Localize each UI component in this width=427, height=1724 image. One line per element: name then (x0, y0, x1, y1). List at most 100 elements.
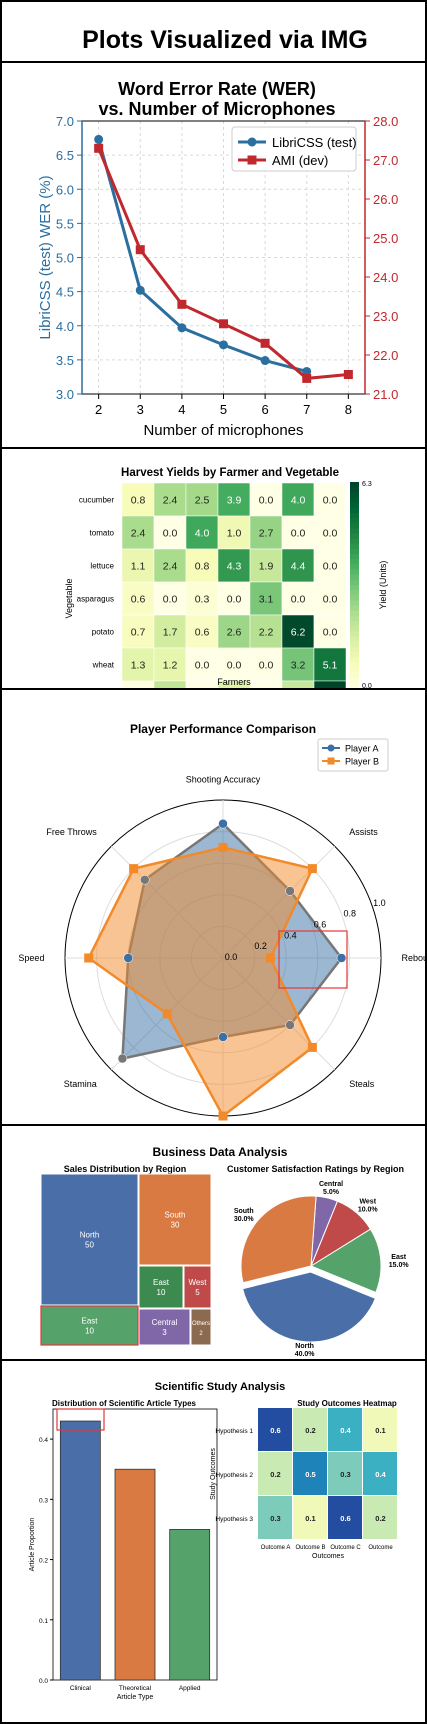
colorbar-segment (350, 682, 359, 688)
legend-marker (327, 757, 335, 765)
colorbar-segment (350, 651, 359, 658)
radar-point (218, 1032, 228, 1042)
heatmap-row-label: wheat (92, 661, 115, 670)
highlight-box (278, 930, 348, 989)
heatmap-cell-label: 1.1 (131, 561, 146, 573)
heatmap-cell (249, 482, 283, 517)
colorbar-segment (350, 554, 359, 560)
wer-chart: Word Error Rate (WER) vs. Number of Micr… (37, 79, 398, 439)
heatmap-cell (281, 614, 315, 649)
heatmap-cell-label: 0.0 (323, 528, 338, 540)
data-point (177, 323, 187, 333)
heatmap-cell-label: 0.4 (375, 1470, 386, 1479)
radar-axis-label: Stamina (64, 1079, 97, 1089)
colorbar-segment (350, 636, 359, 643)
x-tick-label: Clinical (70, 1685, 92, 1692)
y-tick-label: 0.4 (39, 1437, 48, 1444)
heatmap-cell (281, 482, 315, 517)
x-axis-label: Article Type (117, 1694, 154, 1701)
heatmap-row-label: Hypothesis 2 (215, 1472, 253, 1479)
heatmap-cell (217, 647, 251, 682)
heatmap-cell (313, 614, 347, 649)
radar-point (307, 864, 317, 874)
heatmap-cell (249, 581, 283, 616)
heatmap-cell (281, 680, 315, 688)
pie-percent-label: 30.0% (234, 1216, 255, 1223)
heatmap-cell (217, 515, 251, 550)
treemap-value: 30 (171, 1221, 180, 1230)
pie-category-label: North (295, 1343, 314, 1350)
heatmap-cell (363, 1408, 397, 1451)
heatmap-cell (313, 647, 347, 682)
radar-axis-label: Steals (349, 1079, 375, 1089)
heatmap-row-label: Hypothesis 3 (215, 1516, 253, 1523)
heatmap-cell (153, 680, 187, 688)
x-axis-label: Number of microphones (143, 422, 303, 439)
heatmap-cell (313, 680, 347, 688)
heatmap-cell (185, 515, 219, 550)
heatmap-cell-label: 2.4 (163, 561, 178, 573)
y-tick-label: 5.0 (56, 251, 74, 266)
heatmap-cell-label: 0.2 (270, 1470, 280, 1479)
colorbar-segment (350, 646, 359, 653)
colorbar-segment (350, 507, 359, 514)
radar-point (265, 953, 275, 963)
bar-title: Distribution of Scientific Article Types (52, 1399, 197, 1408)
radar-axis-label: Free Throws (46, 827, 97, 837)
heatmap-x-axis-label: Farmers (217, 677, 251, 687)
radar-point (218, 842, 228, 852)
treemap-tile (40, 1305, 139, 1346)
data-point (219, 319, 228, 329)
heatmap-cell (217, 482, 251, 517)
colorbar-tick-label: 0.0 (362, 683, 372, 690)
y-tick-label: 6.0 (56, 182, 74, 197)
heatmap-cell-label: 1.3 (131, 660, 146, 672)
y-tick-label: 6.5 (56, 148, 74, 163)
heatmap-cell-label: 0.1 (375, 1426, 385, 1435)
heatmap-cell (121, 647, 155, 682)
heatmap-cell (363, 1496, 397, 1539)
x-tick-label: 3 (137, 402, 144, 417)
heatmap-col-label: Outcome B (295, 1545, 325, 1551)
treemap-tile (138, 1173, 212, 1266)
y-tick-label: 3.0 (56, 387, 74, 402)
heatmap-cell (121, 614, 155, 649)
heatmap-cell (328, 1408, 362, 1451)
heatmap-cell (185, 614, 219, 649)
heatmap-cell-label: 0.2 (375, 1514, 385, 1523)
colorbar-segment (350, 543, 359, 550)
legend-label: LibriCSS (test) (272, 135, 357, 150)
heatmap-cell (217, 680, 251, 688)
heatmap-cell-label: 2.5 (195, 495, 210, 507)
colorbar-segment (350, 595, 359, 601)
x-tick-label: Applied (179, 1685, 201, 1692)
y-tick-label: 7.0 (56, 114, 74, 129)
heatmap-cell-label: 2.4 (131, 528, 146, 540)
colorbar-segment (350, 492, 359, 498)
x-tick-label: 6 (262, 402, 269, 417)
y-tick-label: 3.5 (56, 353, 74, 368)
heatmap-cell-label: 3.9 (227, 495, 242, 507)
data-point (302, 366, 312, 376)
colorbar-segment (350, 559, 359, 565)
science-figure-title: Scientific Study Analysis (155, 1381, 285, 1393)
pie-percent-label: 5.0% (323, 1189, 340, 1196)
colorbar-segment (350, 538, 359, 545)
treemap-tile (138, 1308, 191, 1346)
colorbar-segment (350, 641, 359, 648)
heatmap-row-label: lettuce (90, 562, 114, 571)
heatmap-cell (281, 581, 315, 616)
heatmap-cell-label: 0.6 (195, 627, 210, 639)
header-panel: Plots Visualized via IMG (0, 0, 427, 63)
series-line (97, 139, 308, 373)
radar-title: Player Performance Comparison (130, 722, 316, 736)
colorbar-segment (350, 533, 359, 540)
heatmap-x-axis-label: Outcomes (312, 1553, 344, 1560)
heatmap-cell-label: 0.0 (323, 495, 338, 507)
treemap-tile (183, 1265, 212, 1309)
heatmap-cell (249, 680, 283, 688)
colorbar-segment (350, 528, 359, 534)
heatmap-cell-label: 0.8 (195, 561, 210, 573)
y-tick-label: 0.0 (39, 1678, 48, 1685)
heatmap-cell (249, 647, 283, 682)
